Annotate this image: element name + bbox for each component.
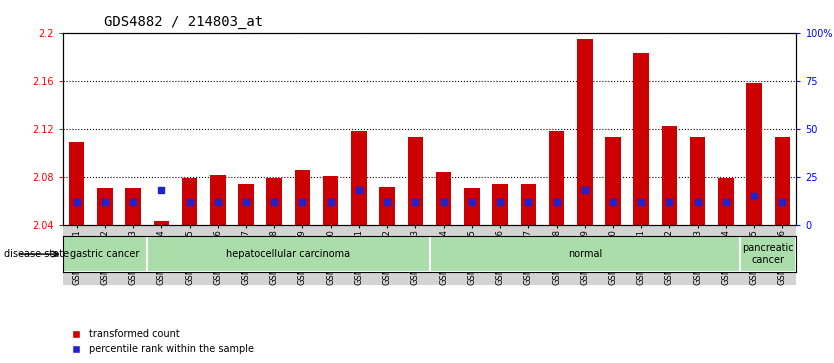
Bar [718,178,734,225]
Bar [577,39,592,225]
Point [747,193,761,199]
Point [324,199,338,205]
Bar [294,170,310,225]
Bar [605,137,620,225]
Point [550,199,563,205]
Bar [690,137,706,225]
Bar [775,137,790,225]
Text: disease state: disease state [4,249,69,259]
Bar [549,131,565,225]
Bar [63,236,148,272]
Bar [153,221,169,225]
Point [127,199,140,205]
Point [578,188,591,193]
Text: pancreatic
cancer: pancreatic cancer [742,243,794,265]
Bar [634,53,649,225]
Bar [125,188,141,225]
Point [154,188,168,193]
Bar [430,236,740,272]
Point [437,199,450,205]
Bar [267,178,282,225]
Bar [239,184,254,225]
Point [296,199,309,205]
Bar [379,187,395,225]
Point [606,199,620,205]
Bar [520,184,536,225]
Bar [210,175,225,225]
Point [521,199,535,205]
Text: hepatocellular carcinoma: hepatocellular carcinoma [226,249,350,259]
Bar [492,184,508,225]
Bar [436,172,451,225]
Bar [323,176,339,225]
Point [663,199,676,205]
Bar [351,131,367,225]
Point [691,199,705,205]
Bar [148,236,430,272]
Bar [740,236,796,272]
Bar [661,126,677,225]
Bar [97,188,113,225]
Point [239,199,253,205]
Point [776,199,789,205]
Point [494,199,507,205]
Text: GDS4882 / 214803_at: GDS4882 / 214803_at [104,15,264,29]
Point [211,199,224,205]
Point [268,199,281,205]
Bar [408,137,423,225]
Point [98,199,112,205]
Text: normal: normal [568,249,602,259]
Text: gastric cancer: gastric cancer [70,249,139,259]
Point [183,199,196,205]
Point [635,199,648,205]
Legend: transformed count, percentile rank within the sample: transformed count, percentile rank withi… [68,326,258,358]
Point [70,199,83,205]
Point [719,199,732,205]
Bar [69,142,84,225]
Point [352,188,365,193]
Point [409,199,422,205]
Bar [182,178,198,225]
Bar [746,83,762,225]
Point [465,199,479,205]
Bar [464,188,480,225]
Point [380,199,394,205]
